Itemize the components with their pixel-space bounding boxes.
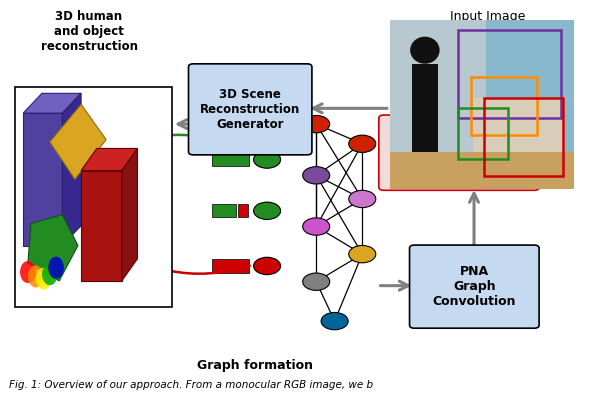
Bar xyxy=(212,153,249,166)
Polygon shape xyxy=(50,104,106,179)
Circle shape xyxy=(349,135,376,152)
Text: Graph formation: Graph formation xyxy=(197,359,313,372)
Polygon shape xyxy=(63,93,81,245)
Text: 3D Scene
Reconstruction
Generator: 3D Scene Reconstruction Generator xyxy=(200,88,300,131)
Circle shape xyxy=(254,151,281,168)
FancyBboxPatch shape xyxy=(188,64,312,155)
Bar xyxy=(458,108,508,159)
Bar xyxy=(238,204,248,217)
Polygon shape xyxy=(28,215,78,281)
Circle shape xyxy=(28,266,44,288)
Circle shape xyxy=(42,263,58,285)
Circle shape xyxy=(303,273,330,290)
Bar xyxy=(212,259,249,273)
Text: Physically plausible
alignment / not?: Physically plausible alignment / not? xyxy=(405,142,513,164)
FancyBboxPatch shape xyxy=(410,245,539,328)
Circle shape xyxy=(36,268,52,290)
Circle shape xyxy=(254,202,281,219)
Circle shape xyxy=(20,261,36,283)
Bar xyxy=(212,204,236,217)
Bar xyxy=(390,152,574,189)
Circle shape xyxy=(410,37,440,64)
Circle shape xyxy=(349,245,376,263)
Circle shape xyxy=(303,115,330,133)
Circle shape xyxy=(303,218,330,235)
Circle shape xyxy=(321,312,348,330)
Bar xyxy=(458,30,561,118)
Circle shape xyxy=(349,190,376,208)
Text: Input Image: Input Image xyxy=(451,10,526,23)
Polygon shape xyxy=(81,171,122,281)
Polygon shape xyxy=(122,149,138,281)
Text: 3D human
and object
reconstruction: 3D human and object reconstruction xyxy=(41,10,138,53)
Text: Fig. 1: Overview of our approach. From a monocular RGB image, we b: Fig. 1: Overview of our approach. From a… xyxy=(9,380,373,390)
Text: PNA
Graph
Convolution: PNA Graph Convolution xyxy=(433,265,516,308)
Bar xyxy=(15,87,172,307)
Bar xyxy=(412,64,438,152)
Bar xyxy=(486,20,574,152)
Circle shape xyxy=(254,257,281,275)
Polygon shape xyxy=(81,149,138,171)
Polygon shape xyxy=(23,93,81,113)
Bar xyxy=(473,98,565,152)
Circle shape xyxy=(303,167,330,184)
Bar xyxy=(484,98,563,176)
Bar xyxy=(471,77,537,135)
Polygon shape xyxy=(23,113,63,245)
Circle shape xyxy=(49,256,64,279)
FancyBboxPatch shape xyxy=(379,115,539,190)
